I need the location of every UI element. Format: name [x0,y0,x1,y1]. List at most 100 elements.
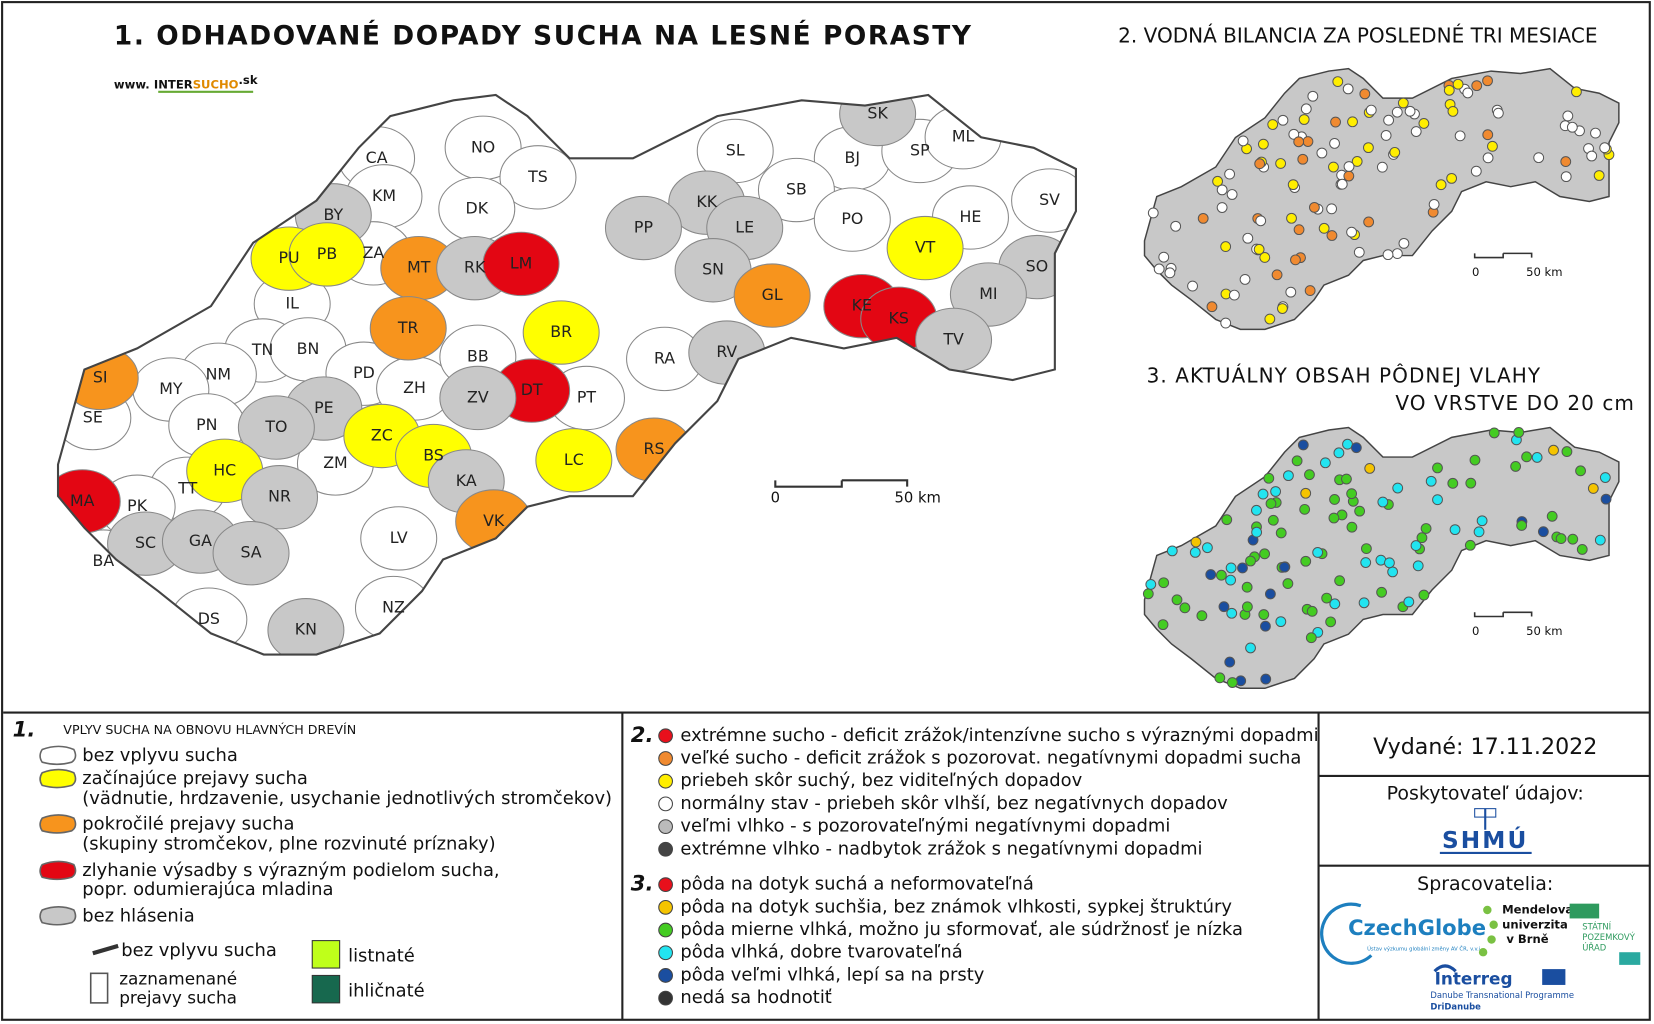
district-label: SP [910,140,930,159]
station-dot [1487,140,1498,152]
station-dot [1482,129,1494,141]
station-dot [1341,473,1352,485]
station-dot [1594,534,1606,546]
scale-label: 0 [1472,265,1479,279]
station-dot [1454,130,1466,142]
station-dot [1293,224,1305,236]
legend-number: 3. [631,871,654,896]
station-dot [1245,642,1256,654]
district-label: ZM [323,453,347,472]
station-dot [1305,632,1317,644]
station-dot [1299,503,1311,515]
station-dot [1464,539,1476,551]
station-dot [1277,114,1289,126]
station-dot [1179,602,1191,614]
station-dot [1275,616,1287,628]
station-dot [1354,505,1366,517]
station-dot [1546,510,1558,522]
station-dot [1360,543,1372,555]
district-label: PK [127,496,148,515]
scale-line [1473,252,1533,259]
station-dot [1205,569,1217,580]
station-dot [1587,483,1599,494]
station-dot [1435,179,1447,191]
station-dot [1170,220,1182,232]
district-label: LC [564,450,584,469]
station-dot [1318,222,1330,234]
district-label: NM [206,364,231,383]
district-labels: CA NO TS SL BJ SK SP ML SV KM BY DK KK SB PO HE PU PB ZA MT… [70,104,1060,639]
station-dot [1220,241,1232,253]
legend-text: bez vplyvu sucha [82,745,238,766]
station-dot [1257,488,1269,500]
station-dot [1283,470,1294,482]
legend-3: pôda na dotyk suchá a neformovateľnápôda… [658,874,1243,1008]
scale-label: 50 km [1526,624,1562,638]
station-dot [1353,246,1365,258]
station-dot [1153,263,1165,275]
legend-text: extrémne vlhko - nadbytok zrážok s negat… [680,838,1202,859]
district-label: BR [550,322,572,341]
station-dot [1270,486,1282,497]
district-label: BS [423,446,444,465]
district-label: RS [643,439,664,458]
stations [1142,426,1612,688]
station-dot [1271,269,1283,281]
scale-label: 50 km [895,489,941,506]
station-dot [1221,514,1233,526]
station-dot [1410,126,1422,137]
stations [1147,75,1615,329]
station-dot [1216,202,1228,213]
station-dot [1548,444,1559,456]
station-dot [1298,114,1310,125]
station-dot [1241,581,1253,593]
station-dot [1586,150,1598,162]
station-dot [1432,462,1443,474]
station-dot [1255,215,1267,227]
district-label: TS [527,167,548,186]
district [241,465,319,530]
bar-sign-icon [89,972,109,1004]
station-dot [1302,136,1314,147]
district-label: SL [726,140,745,159]
station-dot [1157,619,1169,631]
station-dot [1279,561,1290,573]
district-label: PO [841,209,863,228]
station-dot [1555,533,1567,545]
district-label: DK [466,199,489,218]
spu-logo: STÁTNÍ POZEMKOVÝ ÚŘAD [1569,903,1641,965]
station-dot [1358,597,1370,609]
legend-text: pokročilé prejavy sucha [82,813,294,834]
logo-dot [1483,905,1492,915]
district [267,598,345,655]
logo-dot [1478,947,1488,957]
district-label: TT [177,478,197,497]
legend-number: 1. [13,717,36,742]
station-dot [1258,609,1270,620]
station-dot [1282,578,1294,589]
station-dot [1245,555,1256,567]
station-dot [1492,107,1504,119]
district-label: SK [867,104,888,123]
station-dot [1328,161,1339,173]
station-dot [1350,442,1362,454]
station-dot [1214,672,1226,684]
legend-text: normálny stav - priebeh skôr vlhší, bez … [680,793,1228,814]
station-dot [1428,198,1440,210]
station-dot [1410,540,1422,551]
district-label: GA [189,531,212,550]
station-dot [1275,527,1287,539]
district-label: BN [297,339,320,358]
station-dot [1228,289,1240,301]
station-dot [1576,543,1588,555]
legend-text: (skupiny stromčekov, plne rozvinuté príz… [82,834,495,855]
logo-text: DriDanube [1430,1002,1481,1012]
station-dot [1329,598,1341,610]
station-dot [1383,114,1395,126]
station-dot [1216,184,1228,196]
logo-text: v Brně [1506,932,1548,946]
logo-text: ÚŘAD [1582,941,1606,952]
station-dot [1189,546,1201,558]
station-dot [1237,562,1248,574]
